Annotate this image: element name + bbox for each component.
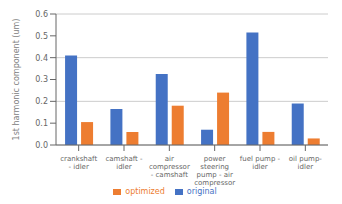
svg-text:aircompressor- camshaft: aircompressor- camshaft [149, 155, 190, 179]
svg-text:0.1: 0.1 [35, 119, 48, 128]
svg-text:1st harmonic component (um): 1st harmonic component (um) [12, 19, 21, 141]
html-text:original: original [186, 187, 217, 196]
svg-text:oil pump-idler: oil pump-idler [289, 155, 323, 171]
svg-text:0.5: 0.5 [35, 32, 48, 41]
svg-text:0.2: 0.2 [35, 97, 48, 106]
svg-text:0.6: 0.6 [35, 10, 48, 19]
svg-text:fuel pump -idler: fuel pump -idler [240, 155, 281, 171]
svg-text:powersteeringpump - aircompres: powersteeringpump - aircompressor [194, 155, 235, 187]
svg-text:0.0: 0.0 [35, 141, 48, 150]
svg-text:0.4: 0.4 [35, 54, 48, 63]
svg-text:0.3: 0.3 [35, 75, 48, 84]
html-text:optimized: optimized [125, 187, 165, 196]
svg-text:crankshaft- idler: crankshaft- idler [60, 155, 97, 171]
svg-text:camshaft -idler: camshaft -idler [105, 155, 143, 171]
